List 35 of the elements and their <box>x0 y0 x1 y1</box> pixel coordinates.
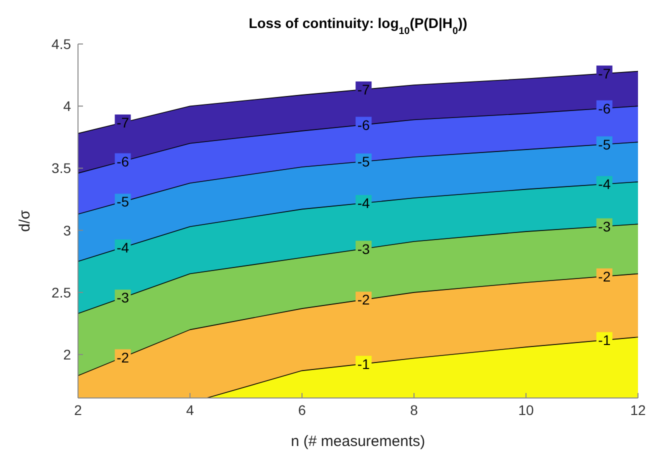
x-tick-label: 8 <box>410 402 418 418</box>
chart-title: Loss of continuity: log$_{10}$(P(D|H$_{0}$)) <box>248 15 468 36</box>
series-label: -3 <box>357 240 370 257</box>
text: -3 <box>116 290 130 306</box>
x-tick-label: 6 <box>298 402 306 418</box>
text: -6 <box>357 116 370 133</box>
x-tick-label: 12 <box>630 402 646 418</box>
x-tick-label: 4 <box>186 402 194 418</box>
y-axis-title: d/σ <box>16 209 34 232</box>
series-label: -4 <box>598 176 611 192</box>
y-tick-label: 4 <box>63 98 72 114</box>
y-tick-label: 3.5 <box>52 160 72 176</box>
series-label: -2 <box>598 268 611 284</box>
text: -2 <box>116 349 130 366</box>
y-tick-label: 4.5 <box>52 36 72 52</box>
series-label: -6 <box>116 153 130 170</box>
series-label: -5 <box>598 136 611 152</box>
y-tick-label: 2.5 <box>52 284 72 300</box>
text: -2 <box>357 292 370 308</box>
x-tick-label: 2 <box>74 402 82 418</box>
text: -1 <box>357 356 370 372</box>
y-tick-label: 2 <box>63 346 72 362</box>
series-label: -1 <box>598 332 611 348</box>
text: -5 <box>357 154 370 170</box>
text: -3 <box>598 218 611 234</box>
text: -4 <box>357 195 370 212</box>
series-label: -7 <box>116 114 130 130</box>
text: -7 <box>357 81 370 98</box>
text: -7 <box>598 66 611 82</box>
x-axis-title: n (# measurements) <box>290 433 426 450</box>
x-tick-label: 10 <box>518 402 534 418</box>
text: -6 <box>598 100 611 116</box>
text: -4 <box>116 239 130 256</box>
text: -5 <box>116 194 130 210</box>
y-tick-label: 3 <box>63 222 72 238</box>
